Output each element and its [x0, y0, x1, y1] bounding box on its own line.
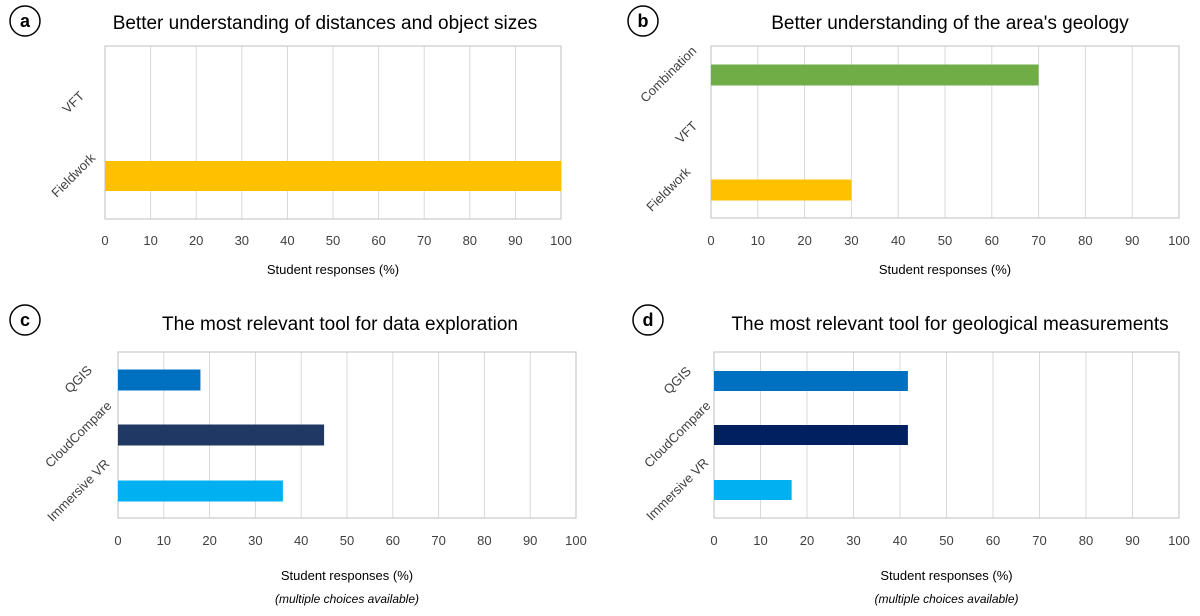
panel-c-x-tick-label: 90	[523, 533, 537, 548]
panel-b-title: Better understanding of the area's geolo…	[771, 13, 1129, 34]
panel-b-badge	[627, 5, 659, 37]
panel-a-x-tick-label: 0	[101, 233, 108, 248]
panel-a-badge-letter: a	[20, 11, 31, 31]
panel-d-x-tick-label: 70	[1032, 533, 1046, 548]
panel-c-title: The most relevant tool for data explorat…	[162, 314, 518, 335]
panel-c-x-tick-label: 70	[431, 533, 445, 548]
panel-d-x-tick-label: 0	[710, 533, 717, 548]
panel-c-x-axis-label: Student responses (%)	[281, 568, 413, 583]
panel-d-bar-cloudcompare	[714, 425, 908, 445]
panel-d-bar-qgis	[714, 371, 908, 391]
panel-c-bar-immersive-vr	[118, 480, 283, 502]
panel-d-note: (multiple choices available)	[874, 592, 1018, 606]
panel-b-x-tick-label: 40	[891, 233, 905, 248]
panel-d-x-tick-label: 60	[986, 533, 1000, 548]
panel-d-x-tick-label: 30	[846, 533, 860, 548]
panel-b-x-tick-label: 70	[1031, 233, 1045, 248]
panel-b-x-tick-label: 10	[751, 233, 765, 248]
panel-a-plot-frame	[104, 45, 562, 220]
panel-a-x-axis-label: Student responses (%)	[267, 262, 399, 277]
panel-d-x-tick-label: 50	[939, 533, 953, 548]
panel-c-x-tick-label: 40	[294, 533, 308, 548]
panel-a-badge	[9, 5, 41, 37]
panel-c-x-tick-label: 100	[565, 533, 587, 548]
panel-c-x-tick-label: 60	[386, 533, 400, 548]
panel-d-x-tick-label: 100	[1168, 533, 1190, 548]
panel-a-x-tick-label: 70	[417, 233, 431, 248]
panel-a-x-tick-label: 50	[326, 233, 340, 248]
panel-c-x-tick-label: 20	[202, 533, 216, 548]
panel-c-x-tick-label: 80	[477, 533, 491, 548]
panel-a-title: Better understanding of distances and ob…	[113, 13, 538, 34]
panel-d-category-label: QGIS	[660, 363, 694, 397]
panel-b-x-tick-label: 30	[844, 233, 858, 248]
panel-b-x-tick-label: 50	[938, 233, 952, 248]
panel-a-x-tick-label: 100	[550, 233, 572, 248]
panel-a-x-tick-label: 30	[235, 233, 249, 248]
panel-a-x-tick-label: 10	[143, 233, 157, 248]
panel-b-x-tick-label: 80	[1078, 233, 1092, 248]
panel-b-bar-combination	[711, 64, 1039, 86]
panel-c-category-label: QGIS	[61, 362, 95, 396]
panel-d-x-tick-label: 20	[800, 533, 814, 548]
panel-c-x-tick-label: 30	[248, 533, 262, 548]
panel-b-x-axis-label: Student responses (%)	[879, 262, 1011, 277]
panel-b-x-tick-label: 20	[797, 233, 811, 248]
panel-c-x-tick-label: 0	[114, 533, 121, 548]
panel-c-badge-letter: c	[20, 310, 30, 330]
panel-c-bar-cloudcompare	[118, 424, 325, 446]
panel-a-x-tick-label: 90	[508, 233, 522, 248]
panel-b-plot-frame	[710, 45, 1180, 219]
panel-c-x-tick-label: 10	[157, 533, 171, 548]
panel-a-category-label: Fieldwork	[48, 150, 98, 200]
panel-b-x-tick-label: 100	[1168, 233, 1190, 248]
panel-a-bar-fieldwork	[105, 161, 561, 191]
panel-c-badge	[9, 304, 41, 336]
panel-c-x-tick-label: 50	[340, 533, 354, 548]
panel-d-x-tick-label: 10	[753, 533, 767, 548]
panel-b-category-label: Combination	[637, 43, 699, 105]
panel-d-badge	[632, 304, 664, 336]
panel-a-category-label: VFT	[59, 88, 87, 116]
panel-c-bar-qgis	[118, 369, 201, 391]
panel-d-x-axis-label: Student responses (%)	[880, 568, 1012, 583]
panel-d-title: The most relevant tool for geological me…	[731, 314, 1168, 335]
panel-a-x-tick-label: 80	[463, 233, 477, 248]
panel-b-badge-letter: b	[638, 11, 649, 31]
panel-b-category-label: Fieldwork	[643, 164, 693, 214]
panel-d-bar-immersive-vr	[714, 480, 792, 500]
panel-a-x-tick-label: 20	[189, 233, 203, 248]
panel-d-x-tick-label: 40	[893, 533, 907, 548]
panel-b-x-tick-label: 90	[1125, 233, 1139, 248]
panel-a-x-tick-label: 60	[371, 233, 385, 248]
panel-b-category-label: VFT	[672, 118, 700, 146]
panel-d-x-tick-label: 80	[1079, 533, 1093, 548]
panel-b-bar-fieldwork	[711, 179, 852, 201]
panel-b-x-tick-label: 0	[707, 233, 714, 248]
panel-d-badge-letter: d	[643, 310, 654, 330]
panel-c-note: (multiple choices available)	[275, 592, 419, 606]
panel-a-x-tick-label: 40	[280, 233, 294, 248]
panel-b-x-tick-label: 60	[985, 233, 999, 248]
panel-d-x-tick-label: 90	[1125, 533, 1139, 548]
